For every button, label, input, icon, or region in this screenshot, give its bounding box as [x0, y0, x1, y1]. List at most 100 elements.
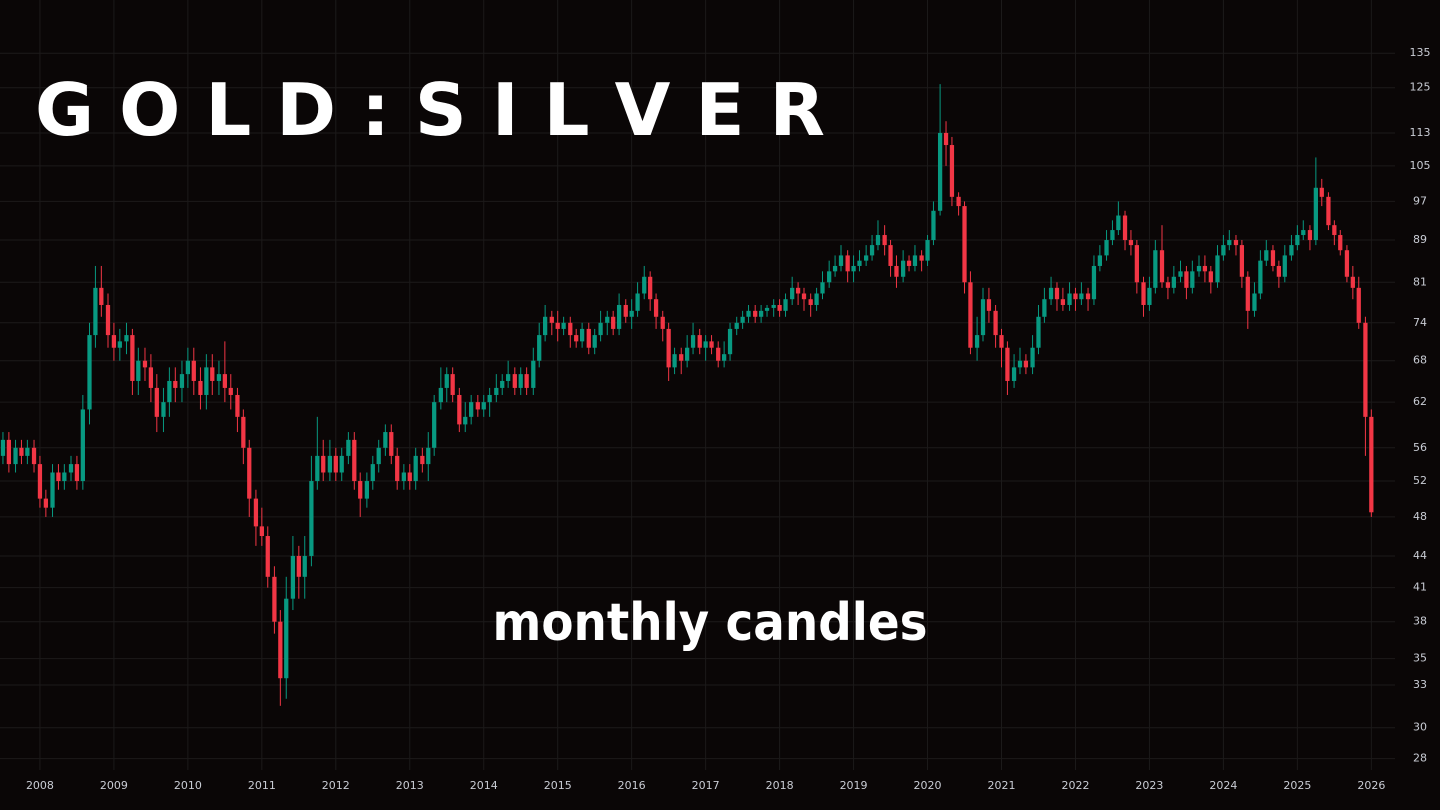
- y-tick-label: 30: [1413, 721, 1427, 734]
- candle-body: [512, 374, 517, 388]
- candle-body: [364, 481, 370, 499]
- candle-body: [1079, 293, 1084, 300]
- candle-body: [463, 416, 468, 425]
- candle-body: [635, 293, 640, 311]
- candle-body: [900, 260, 906, 277]
- candle-body: [888, 245, 893, 266]
- candle-body: [605, 316, 610, 323]
- candle-body: [1030, 347, 1035, 368]
- candle-body: [1171, 276, 1176, 288]
- candle-body: [1233, 240, 1239, 246]
- candle-body: [1326, 196, 1331, 226]
- candle-body: [1042, 299, 1047, 317]
- candle-body: [980, 299, 986, 336]
- candle-body: [937, 132, 943, 211]
- candle-body: [753, 310, 758, 317]
- candle-body: [420, 455, 425, 465]
- candle-body: [949, 145, 955, 197]
- x-tick-label: 2017: [692, 779, 720, 792]
- candle-body: [679, 354, 684, 361]
- candle-body: [1356, 287, 1361, 323]
- candle-body: [1301, 230, 1306, 236]
- candle-body: [820, 282, 825, 294]
- y-tick-label: 135: [1410, 46, 1431, 59]
- y-tick-label: 74: [1413, 316, 1427, 329]
- candle-body: [1122, 215, 1128, 241]
- candle-body: [851, 265, 856, 272]
- candle-body: [1215, 255, 1220, 283]
- candle-body: [222, 374, 227, 388]
- candle-body: [1178, 271, 1183, 277]
- y-tick-label: 28: [1413, 752, 1427, 765]
- candle-body: [561, 322, 566, 329]
- candle-body: [827, 271, 832, 283]
- candle-body: [832, 265, 838, 272]
- candle-body: [1208, 271, 1213, 283]
- y-tick-label: 68: [1413, 354, 1427, 367]
- candle-body: [801, 293, 807, 300]
- candle-body: [1363, 322, 1368, 417]
- candle-body: [346, 439, 351, 456]
- candle-body: [912, 255, 918, 266]
- candle-body: [925, 240, 930, 261]
- candle-body: [1258, 260, 1263, 294]
- candle-body: [154, 387, 159, 417]
- candle-body: [845, 255, 850, 272]
- candle-body: [1313, 187, 1318, 241]
- candle-body: [401, 472, 406, 482]
- candle-body: [1264, 250, 1269, 261]
- candle-body: [623, 304, 628, 317]
- candle-body: [869, 245, 875, 256]
- candle-body: [487, 394, 492, 403]
- candle-body: [1005, 347, 1010, 381]
- candle-body: [1159, 250, 1165, 283]
- candle-body: [974, 335, 980, 348]
- candle-body: [370, 464, 375, 482]
- candle-body: [629, 310, 634, 317]
- x-tick-label: 2026: [1357, 779, 1385, 792]
- candle-body: [1332, 225, 1337, 236]
- candle-body: [919, 255, 924, 261]
- candle-body: [62, 472, 67, 482]
- candle-body: [1295, 235, 1300, 246]
- candle-body: [986, 299, 992, 311]
- y-tick-label: 97: [1413, 194, 1427, 207]
- candle-body: [962, 206, 967, 283]
- candle-body: [690, 335, 696, 348]
- candle-body: [1147, 287, 1152, 305]
- candle-body: [764, 307, 770, 311]
- candle-body: [68, 464, 74, 473]
- candle-body: [875, 235, 881, 246]
- grid: [0, 0, 1395, 770]
- candle-body: [19, 447, 24, 456]
- candle-body: [660, 316, 665, 329]
- candle-body: [56, 472, 61, 482]
- candle-body: [1060, 299, 1066, 305]
- candle-body: [93, 287, 98, 336]
- candle-body: [198, 380, 203, 395]
- candle-body: [857, 260, 862, 266]
- candle-body: [906, 260, 912, 266]
- candle-body: [1307, 230, 1313, 241]
- candle-body: [105, 304, 111, 336]
- candle-body: [721, 354, 727, 361]
- candle-body: [1116, 215, 1121, 231]
- x-tick-label: 2025: [1283, 779, 1311, 792]
- candle-body: [13, 447, 18, 465]
- candle-body: [642, 276, 647, 294]
- y-tick-label: 89: [1413, 233, 1427, 246]
- candle-body: [1141, 282, 1146, 305]
- candle-body: [864, 255, 869, 261]
- candle-body: [838, 255, 844, 266]
- candle-body: [1344, 250, 1350, 277]
- candle-body: [99, 287, 104, 305]
- candle-body: [247, 447, 252, 499]
- candle-body: [894, 265, 899, 277]
- chart-title: G O L D : S I L V E R: [35, 68, 825, 152]
- candle-body: [586, 328, 591, 348]
- candle-body: [290, 555, 296, 599]
- candle-body: [574, 335, 579, 342]
- candle-body: [734, 322, 739, 329]
- y-tick-label: 44: [1413, 549, 1427, 562]
- candle-body: [1067, 293, 1072, 305]
